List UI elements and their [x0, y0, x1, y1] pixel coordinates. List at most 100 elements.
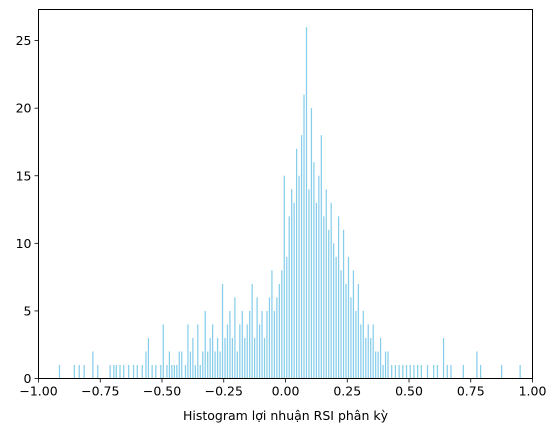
histogram-bar — [405, 364, 408, 379]
histogram-bar — [367, 324, 369, 379]
histogram-bar — [446, 364, 448, 379]
histogram-bar — [173, 364, 175, 379]
histogram-bar — [123, 364, 125, 379]
histogram-bar — [155, 364, 157, 379]
histogram-bar — [234, 297, 236, 379]
histogram-bar — [433, 364, 435, 379]
histogram-bar — [73, 364, 75, 379]
histogram-bar — [166, 364, 168, 379]
histogram-bar — [207, 351, 209, 379]
histogram-bar — [320, 135, 322, 379]
histogram-bar — [350, 297, 352, 379]
histogram-bar — [236, 351, 238, 379]
x-tick-label: 0.25 — [333, 384, 361, 399]
histogram-bar — [377, 351, 379, 379]
histogram-bar — [273, 310, 275, 379]
histogram-bar — [357, 283, 359, 379]
histogram-bar — [337, 216, 340, 379]
histogram-bar — [288, 216, 290, 379]
histogram-bar — [204, 310, 206, 379]
x-tick-label: 0.50 — [395, 384, 423, 399]
y-tick-label: 10 — [16, 236, 32, 251]
histogram-bar — [360, 324, 362, 379]
histogram-bar — [402, 364, 404, 379]
histogram-bar — [365, 337, 367, 379]
histogram-bar — [323, 216, 325, 379]
histogram-bar — [305, 27, 308, 379]
histogram-bar — [83, 364, 85, 379]
histogram-bar — [189, 351, 192, 379]
histogram-bar — [340, 270, 342, 379]
x-tick-label: 0.75 — [457, 384, 485, 399]
histogram-bar — [214, 351, 216, 379]
histogram-bar — [370, 337, 372, 379]
histogram-bar — [194, 364, 196, 379]
histogram-bar — [362, 310, 364, 379]
histogram-bar — [462, 364, 464, 379]
y-tick-label: 15 — [16, 168, 32, 183]
histogram-bar — [276, 297, 278, 379]
histogram-bar — [246, 324, 248, 379]
histogram-bar — [145, 351, 147, 379]
histogram-bar — [286, 256, 288, 379]
histogram-bar — [384, 351, 387, 379]
histogram-bar — [226, 324, 229, 379]
histogram-bar — [197, 324, 199, 379]
histogram-bar — [325, 189, 327, 379]
histogram-bar — [476, 351, 478, 379]
histogram-bar — [271, 270, 273, 379]
histogram-bar — [420, 364, 422, 379]
histogram-bar — [212, 324, 214, 379]
histogram-bar — [355, 310, 357, 379]
histogram-bar — [298, 175, 300, 379]
histogram-bar — [310, 108, 313, 379]
histogram-bar — [379, 337, 382, 379]
histogram-bar — [224, 337, 226, 379]
histogram-bar — [283, 175, 285, 379]
histogram-bar — [221, 283, 224, 379]
histogram-bar — [216, 337, 219, 379]
histogram-bar — [151, 364, 153, 379]
histogram-bar — [136, 364, 138, 379]
histogram-bar — [97, 364, 99, 379]
x-axis-title: Histogram lợi nhuận RSI phân kỳ — [183, 408, 389, 423]
histogram-bar — [209, 337, 211, 379]
histogram-bar — [128, 364, 130, 379]
histogram-bar — [115, 364, 117, 379]
histogram-bar — [291, 189, 293, 379]
x-axis: −1.00 −0.75 −0.50 −0.25 0.00 0.25 0.50 0.75 1.00 — [19, 378, 547, 399]
x-tick-label: −0.25 — [205, 384, 243, 399]
histogram-bar — [249, 310, 251, 379]
histogram-bar — [241, 310, 243, 379]
y-tick-label: 20 — [16, 101, 32, 116]
histogram-bar — [436, 364, 439, 379]
histogram-bar — [119, 364, 121, 379]
histogram-bar — [335, 256, 337, 379]
histogram-bar — [141, 364, 143, 379]
y-tick-label: 25 — [16, 33, 32, 48]
histogram-bar — [394, 364, 397, 379]
histogram-bar — [254, 337, 256, 379]
histogram-bar — [345, 283, 347, 379]
x-tick-label: 0.00 — [272, 384, 300, 399]
histogram-bar — [261, 310, 263, 379]
histogram-bar — [391, 364, 393, 379]
histogram-bar — [192, 337, 194, 379]
histogram-bar — [293, 202, 295, 379]
histogram-bar — [328, 229, 330, 379]
histogram-bar — [450, 364, 452, 379]
histogram-bar — [501, 364, 503, 379]
x-tick-label: −0.50 — [143, 384, 181, 399]
y-axis: 0 5 10 15 20 25 — [16, 33, 39, 386]
histogram-bar — [219, 351, 221, 379]
histogram-bar — [442, 337, 445, 379]
histogram-bar — [132, 364, 135, 379]
x-tick-label: 1.00 — [519, 384, 547, 399]
histogram-bar — [426, 364, 429, 379]
histogram-bar — [187, 324, 189, 379]
histogram-bar — [296, 148, 298, 379]
histogram-bar — [256, 297, 258, 379]
histogram-bar — [318, 175, 320, 379]
histogram-bar — [409, 364, 411, 379]
